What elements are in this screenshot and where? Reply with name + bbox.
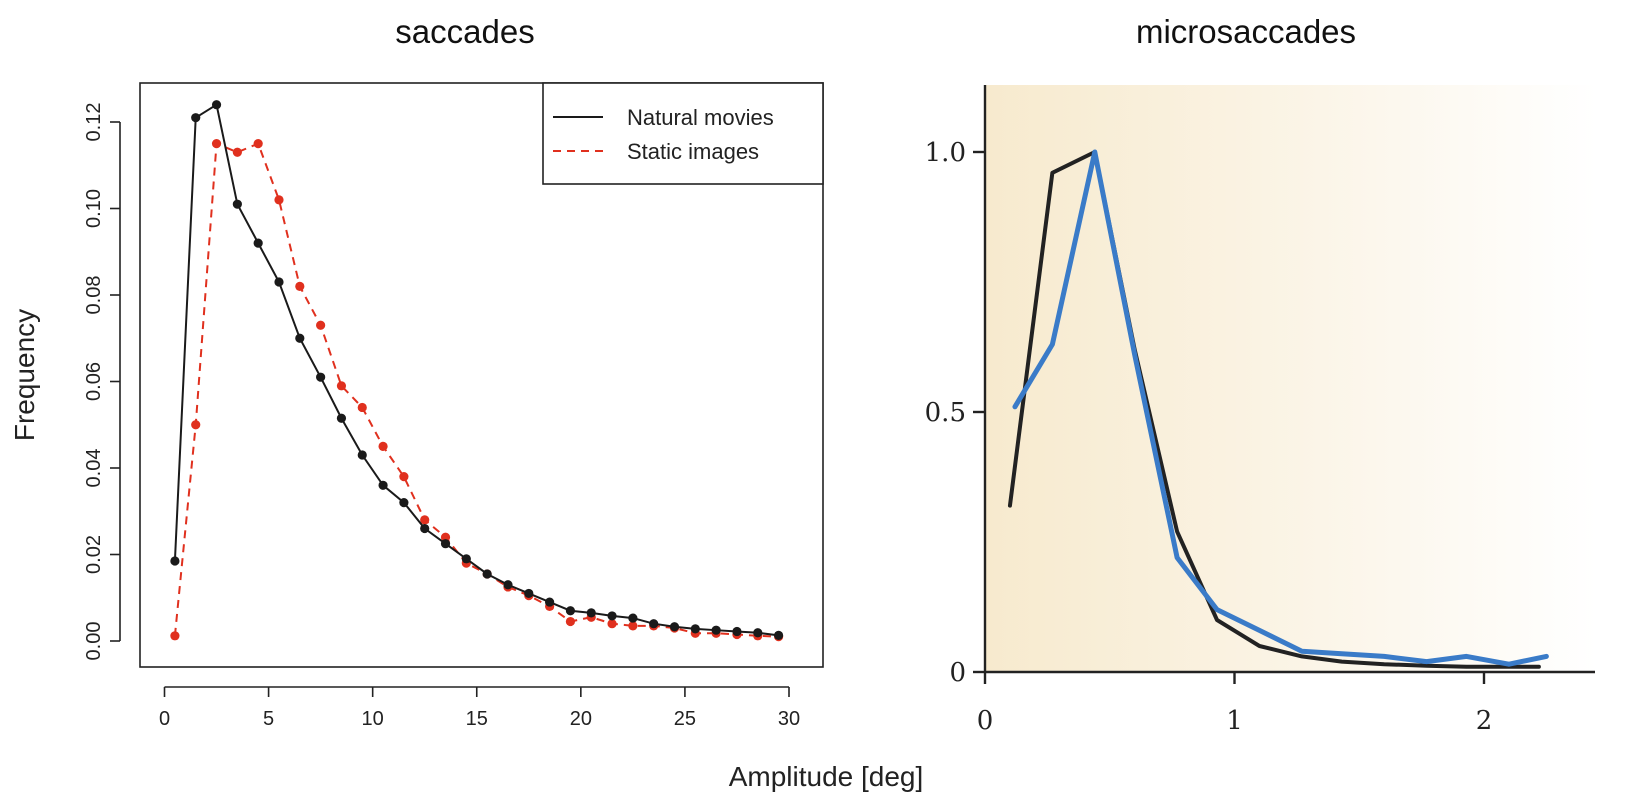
static-images-point	[440, 532, 451, 542]
microsaccades-y-tick-label: 0	[949, 658, 966, 688]
natural-movies-point	[586, 608, 596, 618]
microsaccades-series	[1007, 149, 1549, 669]
microsaccades-chart: microsaccades 0 0.5 1.0 0 1 2	[925, 13, 1597, 736]
natural-movies-point	[565, 606, 576, 616]
saccades-x-tick-label: 25	[674, 708, 696, 730]
saccades-plot-frame	[139, 82, 824, 668]
natural-movies-point	[732, 626, 742, 637]
saccades-ylabel: Frequency	[9, 309, 40, 441]
shared-xlabel: Amplitude [deg]	[729, 761, 924, 792]
static-images-point	[274, 195, 284, 205]
natural-movies-point	[170, 556, 180, 566]
natural-movies-point	[378, 480, 388, 490]
natural-movies-point	[440, 539, 451, 549]
static-images-point	[420, 515, 430, 525]
saccades-x-tick-label: 10	[362, 708, 384, 730]
natural-movies-point	[482, 569, 492, 579]
static-images-point	[399, 472, 409, 482]
natural-movies-point	[420, 523, 430, 534]
saccades-x-tick-label: 15	[466, 708, 488, 730]
static-images-point	[357, 402, 367, 413]
saccades-y-tick-label: 0.04	[83, 449, 105, 488]
natural-movies-point	[503, 580, 513, 590]
saccades-x-tick-label: 30	[778, 708, 800, 730]
microsaccades-y-tick-label: 0.5	[925, 398, 966, 428]
saccades-x-tick-label: 5	[263, 708, 274, 730]
natural-movies-point	[524, 588, 534, 599]
natural-movies-point	[545, 597, 555, 607]
natural-movies-point	[649, 619, 659, 629]
microsaccades-background	[985, 85, 1597, 672]
natural-movies-point	[628, 613, 638, 623]
natural-movies-point	[274, 277, 284, 287]
saccades-y-tick-label: 0.08	[83, 276, 105, 315]
natural-movies-point	[211, 100, 222, 110]
saccades-legend: Natural movies Static images	[542, 82, 824, 185]
static-images-point	[191, 420, 201, 430]
legend-box	[542, 82, 824, 185]
static-images-point	[253, 139, 263, 149]
static-images-point	[295, 281, 305, 291]
static-images-point	[378, 441, 388, 451]
static-images-point	[211, 139, 222, 149]
natural-movies-point	[253, 238, 263, 248]
natural-movies-point	[773, 630, 784, 640]
natural-movies-point	[399, 498, 409, 508]
natural-movies-point	[607, 611, 617, 621]
static-images-point	[170, 631, 180, 641]
saccades-title: saccades	[395, 13, 534, 50]
natural-movies-point	[316, 372, 326, 382]
microsaccades-x-tick-label: 0	[977, 706, 994, 736]
saccades-chart: saccades 0 5 10 15 20 25 30 0.00 0.02 0.04 0.06 0.0…	[9, 13, 824, 730]
microsaccades-axes: 0 0.5 1.0 0 1 2	[925, 85, 1595, 736]
natural-movies-point	[461, 554, 471, 564]
legend-natural-label: Natural movies	[627, 105, 774, 130]
natural-movies-point	[669, 622, 680, 632]
static-images-point	[565, 616, 576, 627]
microsaccades-x-tick-label: 2	[1476, 706, 1493, 736]
natural-movies-point	[357, 450, 367, 460]
static-images-point	[628, 621, 638, 631]
static-images-point	[232, 147, 242, 157]
saccades-axes: 0 5 10 15 20 25 30 0.00 0.02 0.04 0.06 0.08 0.10 0.12	[83, 103, 800, 730]
microsaccades-title: microsaccades	[1136, 13, 1356, 50]
natural-movies-point	[711, 625, 721, 635]
saccades-y-tick-label: 0.06	[83, 362, 105, 401]
natural-movies-point	[295, 333, 305, 343]
static-images-point	[316, 320, 326, 330]
saccades-y-tick-label: 0.02	[83, 535, 105, 574]
saccades-x-tick-label: 0	[159, 708, 170, 730]
microsaccades-y-tick-label: 1.0	[925, 138, 966, 168]
saccades-y-tick-label: 0.00	[83, 622, 105, 661]
natural-movies-point	[336, 413, 347, 423]
series-static-images-line	[173, 142, 779, 638]
saccades-y-tick-label: 0.12	[83, 103, 105, 142]
static-images-point	[336, 381, 347, 391]
saccades-y-tick-label: 0.10	[83, 189, 105, 228]
microsaccades-blue-line	[1012, 149, 1549, 667]
saccades-x-tick-label: 20	[570, 708, 592, 730]
legend-static-label: Static images	[627, 139, 759, 164]
natural-movies-point	[690, 624, 700, 634]
natural-movies-point	[232, 199, 242, 209]
microsaccades-x-tick-label: 1	[1226, 706, 1243, 736]
saccades-series	[170, 100, 784, 642]
natural-movies-point	[191, 113, 201, 123]
natural-movies-point	[753, 628, 763, 638]
static-images-point	[607, 619, 617, 629]
